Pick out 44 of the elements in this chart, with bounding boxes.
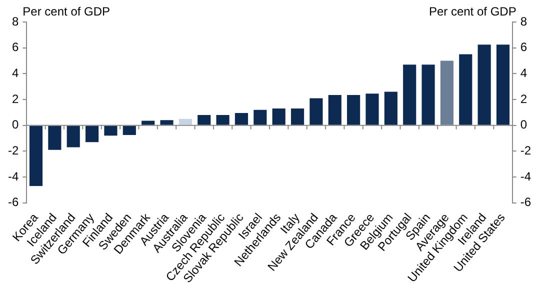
bar — [272, 108, 286, 125]
bar — [142, 120, 155, 125]
bar — [347, 94, 360, 125]
bar — [366, 94, 379, 125]
y-tick-label: 2 — [12, 92, 19, 106]
bar — [310, 98, 323, 125]
y-tick-label: -2 — [8, 143, 19, 158]
y2-tick-label: 4 — [520, 66, 528, 80]
bar — [122, 126, 136, 136]
bar — [198, 115, 211, 125]
y2-tick-label: 6 — [520, 40, 528, 54]
y-axis-title: Per cent of GDP — [22, 4, 110, 18]
y-tick-label: -6 — [8, 195, 19, 210]
bar — [29, 126, 43, 186]
bar — [254, 110, 267, 125]
y2-tick-label: 2 — [520, 92, 528, 106]
bar — [290, 108, 304, 125]
bar — [459, 54, 472, 125]
bar — [234, 113, 248, 125]
y-tick-label: 8 — [12, 14, 19, 28]
bar — [478, 44, 491, 125]
y-tick-label: -4 — [8, 169, 19, 184]
bar — [216, 115, 230, 125]
y-tick-label: 6 — [12, 40, 19, 54]
bar — [403, 64, 416, 125]
y2-tick-label: -6 — [520, 195, 532, 210]
bar — [328, 94, 342, 125]
bar — [86, 126, 99, 142]
bar — [66, 126, 80, 148]
bar — [160, 120, 174, 125]
bar — [104, 126, 118, 136]
bar — [48, 126, 62, 150]
y-tick-label: 4 — [12, 66, 19, 80]
bar — [422, 64, 435, 125]
bar — [178, 118, 192, 125]
y2-tick-label: 0 — [520, 118, 528, 132]
y-tick-label: 0 — [12, 118, 19, 132]
bar — [496, 44, 510, 125]
y2-axis-title: Per cent of GDP — [428, 4, 516, 18]
y2-tick-label: -4 — [520, 169, 532, 184]
bar — [384, 92, 398, 125]
y2-tick-label: -2 — [520, 143, 532, 158]
y2-tick-label: 8 — [520, 14, 528, 28]
bar — [440, 60, 454, 125]
